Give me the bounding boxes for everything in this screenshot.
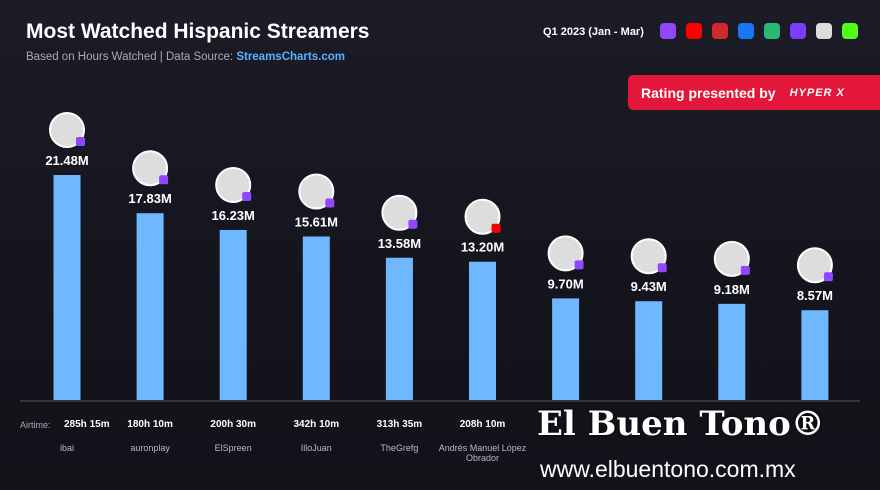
hyperx-logo: HYPER X — [789, 86, 845, 99]
sponsor-banner: Rating presented by HYPER X — [628, 75, 880, 110]
twitch-icon — [408, 219, 418, 229]
sponsor-label: Rating presented by — [641, 84, 776, 101]
watermark-url: www.elbuentono.com.mx — [540, 456, 796, 482]
twitch-icon — [242, 191, 252, 201]
airtime-value: 342h 10m — [293, 419, 340, 430]
avatar — [215, 166, 252, 203]
youtube-icon[interactable] — [686, 23, 702, 39]
streamer-name: TheGrefg — [380, 443, 419, 453]
value-label: 8.57M — [797, 288, 833, 303]
avatar — [796, 247, 833, 284]
platform-icons — [660, 23, 858, 39]
value-label: 9.70M — [548, 276, 584, 291]
value-label: 15.61M — [295, 214, 338, 229]
avatar — [630, 238, 667, 275]
twitch-icon — [574, 260, 584, 270]
bar — [635, 301, 663, 400]
bar — [302, 236, 330, 400]
bar — [801, 310, 829, 400]
airtime-value: 313h 35m — [376, 419, 423, 430]
bar — [385, 257, 413, 400]
twitch-icon — [76, 137, 85, 146]
nimo-icon[interactable] — [764, 23, 780, 39]
bar — [469, 261, 496, 400]
page-title: Most Watched Hispanic Streamers — [26, 20, 370, 43]
youtube-icon — [491, 223, 501, 233]
streamer-name: Andrés Manuel López Obrador — [438, 443, 527, 463]
bar — [219, 229, 247, 400]
kick-icon[interactable] — [842, 23, 858, 39]
bar — [53, 175, 81, 400]
bar — [136, 213, 164, 400]
value-label: 17.83M — [128, 191, 171, 206]
trovo-icon[interactable] — [712, 23, 728, 39]
airtime-value: 208h 10m — [459, 419, 506, 430]
avatar — [49, 112, 85, 148]
airtime-value: 200h 30m — [210, 419, 256, 430]
twitch-icon — [740, 265, 750, 275]
bar — [552, 298, 580, 400]
source-link[interactable]: StreamsCharts.com — [236, 51, 345, 63]
twitch-icon — [325, 198, 335, 208]
streamer-name: IlloJuan — [300, 443, 332, 453]
bar — [718, 303, 746, 400]
airtime-label: Airtime: — [20, 420, 51, 430]
avatar — [381, 194, 418, 231]
subtitle: Based on Hours Watched | Data Source: St… — [26, 51, 345, 63]
period: Q1 2023 (Jan - Mar) — [543, 26, 644, 38]
avatar — [132, 150, 169, 187]
avatar — [713, 240, 750, 277]
value-label: 13.58M — [378, 236, 421, 251]
avatar — [298, 173, 335, 210]
facebook-icon[interactable] — [738, 23, 754, 39]
value-label: 9.18M — [714, 282, 750, 297]
twitch-icon — [823, 272, 833, 282]
booyah-icon[interactable] — [816, 23, 832, 39]
avatar — [547, 235, 584, 272]
airtime-value: 285h 15m — [64, 419, 110, 430]
value-label: 21.48M — [45, 153, 88, 168]
twitch-icon[interactable] — [660, 23, 676, 39]
streamer-name: ibai — [59, 443, 74, 453]
streamer-name: ElSpreen — [214, 443, 252, 453]
value-label: 16.23M — [212, 208, 255, 223]
watermark-logo: El Buen Tono® — [537, 404, 825, 444]
kick-alt-icon[interactable] — [790, 23, 806, 39]
avatar — [464, 198, 501, 235]
twitch-icon — [159, 175, 169, 185]
streamer-name: auronplay — [130, 443, 170, 453]
twitch-icon — [657, 263, 667, 273]
value-label: 9.43M — [631, 279, 667, 294]
value-label: 13.20M — [461, 240, 504, 255]
airtime-value: 180h 10m — [127, 419, 173, 430]
